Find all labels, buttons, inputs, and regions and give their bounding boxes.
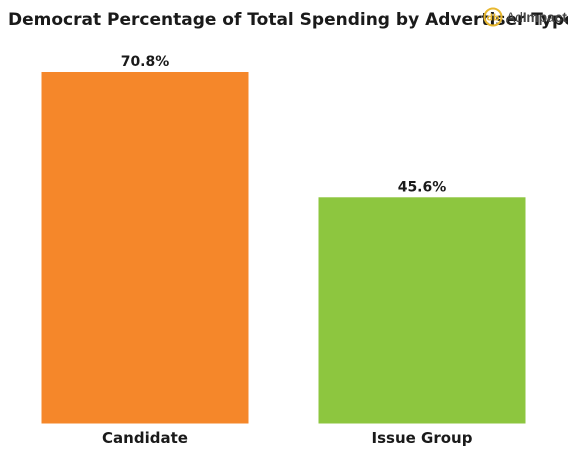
adimpact-logo-icon: db <box>483 7 503 27</box>
bar-candidate <box>41 72 249 424</box>
data-label-issue-group: 45.6% <box>398 179 447 195</box>
bars-group: 70.8% Candidate 45.6% Issue Group <box>41 54 526 447</box>
svg-text:db: db <box>487 14 500 24</box>
adimpact-logo: db AdImpact <box>483 7 567 27</box>
logo-text-ad: Ad <box>506 9 523 25</box>
category-label-candidate: Candidate <box>102 429 188 447</box>
logo-text-impact: Impact <box>522 9 567 25</box>
data-label-candidate: 70.8% <box>121 54 170 70</box>
adimpact-logo-text: AdImpact <box>506 9 567 25</box>
category-label-issue-group: Issue Group <box>372 429 473 447</box>
bar-issue-group <box>318 197 526 424</box>
chart-title: Democrat Percentage of Total Spending by… <box>8 10 568 30</box>
